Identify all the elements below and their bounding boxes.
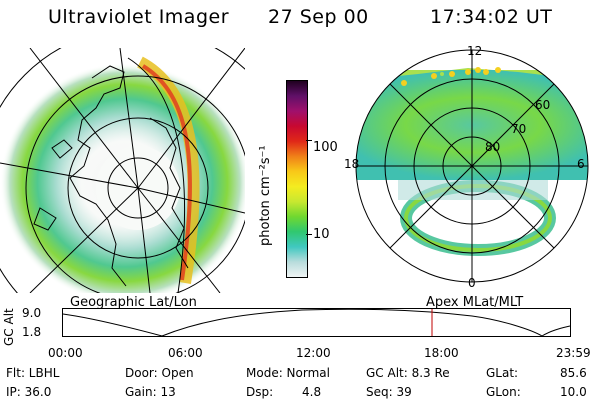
info-gc-alt: GC Alt: 8.3 Re [366,366,450,380]
info-door: Door: Open [125,366,194,380]
geo-caption: Geographic Lat/Lon [70,295,197,310]
info-glat-label: GLat: [486,366,519,380]
colorbar [286,80,308,278]
geo-coastlines [33,65,189,287]
x-tick-1200: 12:00 [296,346,331,360]
geographic-image [0,48,245,293]
info-ip: IP: 36.0 [6,385,52,399]
info-filter: Flt: LBHL [6,366,60,380]
mlat-label-80: 80 [485,140,501,154]
info-glon-value: 10.0 [560,385,587,399]
instrument-title: Ultraviolet Imager [48,6,230,28]
apex-image [355,49,589,283]
info-glon-label: GLon: [486,385,521,399]
info-dsp-label: Dsp: [246,385,274,399]
mlt-label-12: 12 [467,44,483,58]
x-tick-2359: 23:59 [556,346,591,360]
gc-alt-curve [62,308,571,337]
mlt-label-0: 0 [468,276,476,290]
gc-alt-ylabel: GC Alt [2,308,16,346]
gc-alt-ymax: 9.0 [22,306,42,320]
info-mode: Mode: Normal [246,366,330,380]
info-glat-value: 85.6 [560,366,587,380]
mlt-label-6: 6 [577,157,585,171]
gc-alt-plot [62,308,571,337]
observation-time: 17:34:02 UT [430,6,553,28]
info-seq: Seq: 39 [366,385,412,399]
mlat-label-60: 60 [535,98,551,112]
gc-alt-ymin: 1.8 [22,325,42,339]
observation-date: 27 Sep 00 [268,6,369,28]
colorbar-tick-100 [306,140,312,141]
mlt-label-18: 18 [344,157,360,171]
colorbar-tick-10 [306,234,312,235]
geo-bright-arc [137,56,200,284]
colorbar-unit-label: photon cm⁻²s⁻¹ [258,145,273,246]
x-tick-0000: 00:00 [48,346,83,360]
colorbar-label-100: 100 [313,140,338,155]
colorbar-label-10: 10 [313,227,330,242]
apex-caption: Apex MLat/MLT [426,295,524,310]
mlat-label-70: 70 [511,122,527,136]
info-gain: Gain: 13 [125,385,176,399]
x-tick-0600: 06:00 [168,346,203,360]
info-dsp-value: 4.8 [302,385,322,399]
x-tick-1800: 18:00 [424,346,459,360]
apex-dayside-spots [401,67,501,86]
